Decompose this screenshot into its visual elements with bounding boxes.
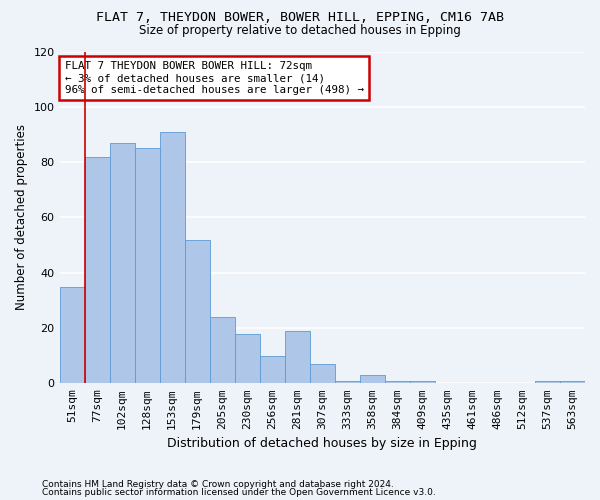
Bar [110, 142, 134, 384]
Bar [560, 380, 585, 384]
Y-axis label: Number of detached properties: Number of detached properties [15, 124, 28, 310]
Bar [160, 132, 185, 384]
Bar [410, 380, 435, 384]
Bar [360, 375, 385, 384]
Bar [185, 240, 209, 384]
Text: FLAT 7, THEYDON BOWER, BOWER HILL, EPPING, CM16 7AB: FLAT 7, THEYDON BOWER, BOWER HILL, EPPIN… [96, 11, 504, 24]
Bar [260, 356, 285, 384]
Bar [335, 380, 360, 384]
Bar [59, 286, 85, 384]
Bar [134, 148, 160, 384]
Text: Contains HM Land Registry data © Crown copyright and database right 2024.: Contains HM Land Registry data © Crown c… [42, 480, 394, 489]
Text: FLAT 7 THEYDON BOWER BOWER HILL: 72sqm
← 3% of detached houses are smaller (14)
: FLAT 7 THEYDON BOWER BOWER HILL: 72sqm ←… [65, 62, 364, 94]
Text: Contains public sector information licensed under the Open Government Licence v3: Contains public sector information licen… [42, 488, 436, 497]
Text: Size of property relative to detached houses in Epping: Size of property relative to detached ho… [139, 24, 461, 37]
Bar [235, 334, 260, 384]
Bar [85, 156, 110, 384]
Bar [310, 364, 335, 384]
Bar [385, 380, 410, 384]
Bar [209, 317, 235, 384]
Bar [285, 331, 310, 384]
X-axis label: Distribution of detached houses by size in Epping: Distribution of detached houses by size … [167, 437, 477, 450]
Bar [535, 380, 560, 384]
